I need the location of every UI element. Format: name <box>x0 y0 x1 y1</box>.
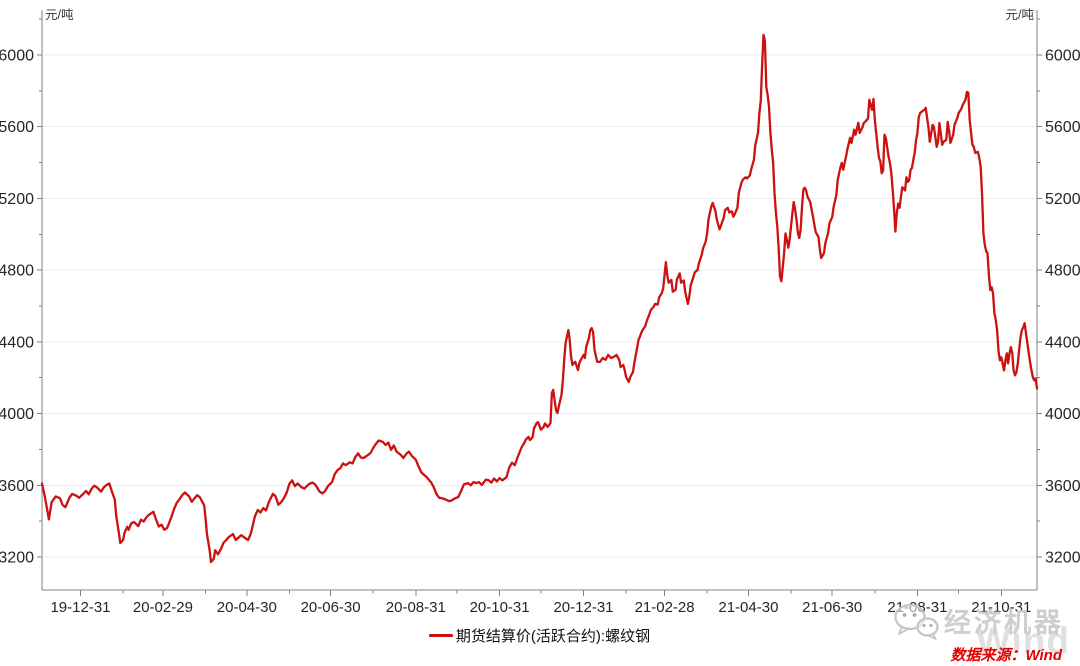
gridlines <box>42 54 1037 558</box>
x-axis-labels: 19-12-31 20-02-29 20-04-30 20-06-30 20-08-31… <box>50 599 1031 616</box>
svg-text:20-04-30: 20-04-30 <box>217 599 277 616</box>
svg-text:5600: 5600 <box>0 119 34 136</box>
svg-text:4800: 4800 <box>1045 263 1080 280</box>
y-axis-unit-right: 元/吨 <box>1005 8 1034 22</box>
svg-text:4000: 4000 <box>0 406 34 423</box>
data-source-note: 数据来源：Wind <box>950 647 1062 664</box>
legend: 期货结算价(活跃合约):螺纹钢 <box>42 625 1037 646</box>
svg-text:21-02-28: 21-02-28 <box>635 599 695 616</box>
y-axis-unit-left: 元/吨 <box>45 8 74 22</box>
brand-watermark: 经济机器 <box>893 601 1064 640</box>
svg-text:3600: 3600 <box>0 478 34 495</box>
wind-watermark: Wind <box>975 620 1070 661</box>
svg-text:21-06-30: 21-06-30 <box>802 599 862 616</box>
svg-text:5600: 5600 <box>1045 119 1080 136</box>
svg-text:4000: 4000 <box>1045 406 1080 423</box>
svg-text:6000: 6000 <box>0 48 34 65</box>
svg-text:6000: 6000 <box>1045 48 1080 65</box>
svg-text:4400: 4400 <box>0 334 34 351</box>
x-axis-ticks <box>80 590 1002 596</box>
svg-text:3200: 3200 <box>0 550 34 567</box>
svg-text:20-06-30: 20-06-30 <box>301 599 361 616</box>
series-line <box>40 33 1039 564</box>
y-axis-labels: 3200 3200 3600 3600 4000 4000 4400 4400 4800 4800… <box>0 48 1080 567</box>
svg-text:20-12-31: 20-12-31 <box>553 599 613 616</box>
watermark-brand-text: 经济机器 <box>944 608 1064 638</box>
svg-text:4800: 4800 <box>0 263 34 280</box>
axes <box>41 10 1038 591</box>
svg-text:20-02-29: 20-02-29 <box>133 599 193 616</box>
wechat-icon <box>894 603 939 640</box>
legend-line-marker <box>428 634 453 637</box>
svg-text:3200: 3200 <box>1045 550 1080 567</box>
svg-text:5200: 5200 <box>1045 191 1080 208</box>
svg-text:21-04-30: 21-04-30 <box>718 599 778 616</box>
svg-text:4400: 4400 <box>1045 334 1080 351</box>
svg-text:19-12-31: 19-12-31 <box>50 599 110 616</box>
svg-text:21-10-31: 21-10-31 <box>971 599 1031 616</box>
svg-text:20-10-31: 20-10-31 <box>470 599 530 616</box>
svg-text:5200: 5200 <box>0 191 34 208</box>
y-axis-ticks <box>37 18 1042 558</box>
svg-text:20-08-31: 20-08-31 <box>386 599 446 616</box>
svg-text:3600: 3600 <box>1045 478 1080 495</box>
legend-label: 期货结算价(活跃合约):螺纹钢 <box>455 628 651 645</box>
